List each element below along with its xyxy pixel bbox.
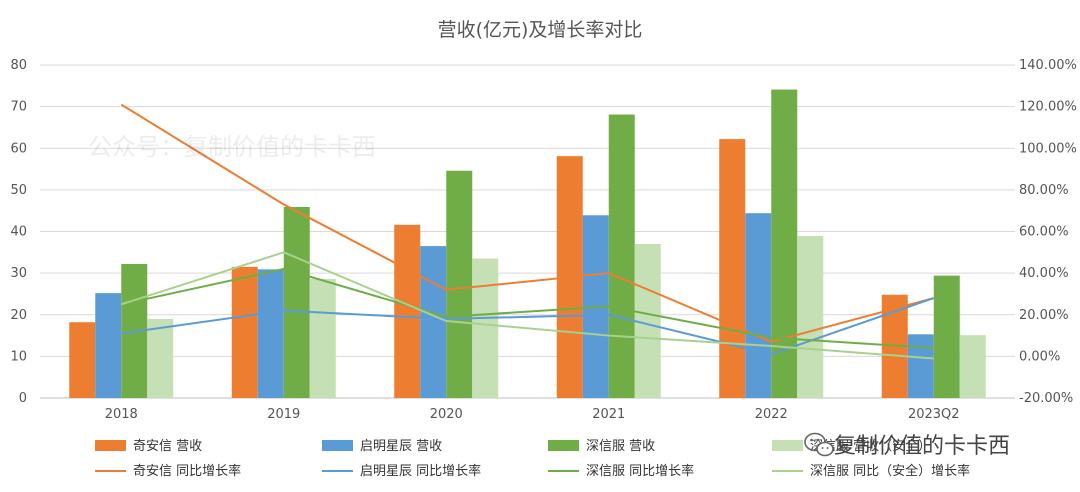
y-axis-right: -20.00% 0.00% 20.00% 40.00% 60.00% 80.00% 100.… bbox=[1019, 58, 1077, 406]
legend-swatch bbox=[548, 440, 579, 451]
legend-label: 启明星辰 营收 bbox=[360, 439, 442, 454]
x-tick-label: 2023Q2 bbox=[908, 407, 960, 422]
gridlines bbox=[40, 64, 1015, 399]
y-tick-label: 20 bbox=[10, 308, 27, 323]
bar-series-group bbox=[69, 89, 986, 398]
legend-label: 深信服 同比（安全）增长率 bbox=[810, 463, 970, 479]
legend-label: 奇安信 营收 bbox=[133, 438, 202, 454]
legend-swatch bbox=[772, 440, 803, 451]
legend-label: 深信服 营收 bbox=[586, 439, 655, 454]
y-tick-label: 10 bbox=[10, 349, 27, 364]
y2-tick-label: 140.00% bbox=[1019, 58, 1077, 73]
bar bbox=[771, 89, 798, 398]
brand-badge: 复制价值的卡卡西 bbox=[804, 432, 1010, 459]
bar bbox=[420, 246, 447, 398]
series-line bbox=[121, 267, 934, 350]
legend-label: 启明星辰 同比增长率 bbox=[360, 463, 481, 479]
y2-tick-label: 60.00% bbox=[1019, 225, 1069, 240]
bar bbox=[394, 224, 421, 398]
watermark-text: 公众号：复制价值的卡卡西 bbox=[88, 133, 376, 161]
y-tick-label: 70 bbox=[10, 100, 27, 115]
y-tick-label: 60 bbox=[10, 141, 27, 156]
bar bbox=[309, 278, 336, 398]
x-tick-label: 2018 bbox=[105, 407, 138, 422]
bar bbox=[933, 275, 960, 398]
bar bbox=[907, 334, 934, 398]
bar bbox=[147, 318, 174, 398]
wechat-icon bbox=[804, 432, 834, 457]
legend-swatch bbox=[322, 440, 353, 451]
series-line bbox=[121, 297, 935, 356]
bar bbox=[959, 335, 986, 398]
legend-swatch bbox=[95, 440, 126, 451]
y2-tick-label: 120.00% bbox=[1019, 100, 1077, 115]
x-axis: 2018 2019 2020 2021 2022 2023Q2 bbox=[105, 407, 960, 422]
series-line bbox=[120, 251, 934, 360]
y2-tick-label: -20.00% bbox=[1019, 391, 1073, 406]
bar bbox=[446, 170, 473, 398]
bar bbox=[745, 213, 772, 398]
bar bbox=[283, 206, 310, 398]
bar bbox=[634, 243, 661, 398]
bar bbox=[69, 322, 96, 398]
y-tick-label: 0 bbox=[19, 391, 27, 406]
x-tick-label: 2022 bbox=[755, 407, 788, 422]
y-tick-label: 50 bbox=[10, 183, 27, 198]
bar bbox=[608, 114, 635, 398]
bar bbox=[231, 266, 258, 398]
legend-label: 深信服 同比增长率 bbox=[586, 463, 694, 479]
line-series-group bbox=[120, 103, 935, 360]
legend-label: 奇安信 同比增长率 bbox=[133, 463, 241, 479]
bar bbox=[95, 293, 122, 398]
y-axis-left: 0 10 20 30 40 50 60 70 80 bbox=[10, 58, 27, 406]
bar bbox=[472, 258, 499, 398]
bar bbox=[719, 139, 746, 398]
y2-tick-label: 40.00% bbox=[1019, 266, 1069, 281]
legend: 奇安信 营收 启明星辰 营收 深信服 营收 深信服 营收（安全） 奇安信 同比增长率 启明… bbox=[95, 438, 970, 479]
y2-tick-label: 80.00% bbox=[1019, 183, 1069, 198]
brand-text: 复制价值的卡卡西 bbox=[834, 434, 1010, 459]
series-line bbox=[120, 103, 935, 343]
y-tick-label: 30 bbox=[10, 266, 27, 281]
y2-tick-label: 0.00% bbox=[1019, 349, 1060, 364]
x-tick-label: 2021 bbox=[592, 407, 625, 422]
legend-label: 深信服 营收（安全） bbox=[810, 438, 931, 454]
x-tick-label: 2020 bbox=[430, 407, 463, 422]
y2-tick-label: 100.00% bbox=[1019, 141, 1077, 156]
y-tick-label: 40 bbox=[10, 225, 27, 240]
bar bbox=[797, 236, 824, 398]
chart-title: 营收(亿元)及增长率对比 bbox=[438, 19, 643, 41]
bar bbox=[257, 269, 284, 398]
x-tick-label: 2019 bbox=[267, 407, 300, 422]
y-tick-label: 80 bbox=[10, 58, 27, 73]
y2-tick-label: 20.00% bbox=[1019, 308, 1069, 323]
